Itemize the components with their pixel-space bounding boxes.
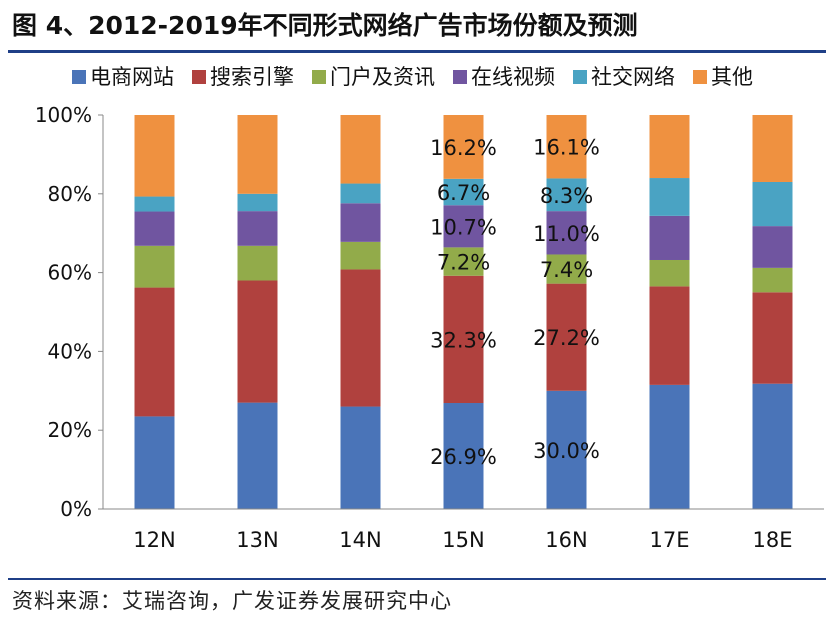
bar-12N-series-0 — [134, 416, 175, 509]
legend-swatch-5 — [693, 70, 707, 84]
bar-15N-series-5 — [443, 115, 484, 179]
data-label-16N-0: 30.0% — [533, 439, 600, 463]
bar-16N-series-0 — [546, 390, 587, 509]
legend-swatch-1 — [192, 70, 206, 84]
y-tick-label-5: 100% — [35, 103, 92, 127]
bar-14N-series-1 — [340, 269, 381, 407]
data-label-16N-5: 16.1% — [533, 136, 600, 160]
chart-legend: 电商网站 搜索引擎 门户及资讯 在线视频 社交网络 其他 — [72, 65, 753, 89]
bar-18E-series-4 — [752, 181, 793, 227]
bar-18E-series-3 — [752, 226, 793, 268]
x-tick-label-3: 15N — [442, 528, 484, 552]
bar-14N-series-3 — [340, 203, 381, 242]
bar-13N-series-5 — [237, 115, 278, 194]
bar-18E-series-0 — [752, 383, 793, 509]
bar-17E-series-2 — [649, 259, 690, 287]
bar-13N-series-4 — [237, 193, 278, 212]
bar-15N-series-4 — [443, 178, 484, 206]
legend-swatch-2 — [312, 70, 326, 84]
data-label-15N-3: 10.7% — [430, 215, 497, 239]
data-label-16N-2: 7.4% — [540, 258, 593, 282]
stacked-bar-chart: 电商网站 搜索引擎 门户及资讯 在线视频 社交网络 其他 0% 20% 40% 60% 80% 10… — [35, 65, 824, 552]
bar-15N-series-2 — [443, 247, 484, 276]
bar-12N-series-5 — [134, 115, 175, 197]
legend-label-4: 社交网络 — [591, 65, 675, 89]
y-tick-label-1: 20% — [48, 418, 92, 442]
bar-14N-series-5 — [340, 115, 381, 184]
legend-label-5: 其他 — [711, 65, 753, 89]
data-labels: 26.9% 32.3% 7.2% 10.7% 6.7% 16.2% 30.0% 27.2% 7.… — [430, 136, 600, 469]
bar-12N-series-3 — [134, 211, 175, 246]
bar-12N-series-1 — [134, 287, 175, 417]
source-note: 资料来源：艾瑞咨询，广发证券发展研究中心 — [12, 589, 452, 613]
legend-swatch-3 — [453, 70, 467, 84]
bar-15N-series-0 — [443, 403, 484, 509]
x-tick-label-2: 14N — [339, 528, 381, 552]
bar-14N-series-2 — [340, 241, 381, 270]
x-tick-label-1: 13N — [236, 528, 278, 552]
bar-13N-series-1 — [237, 280, 278, 403]
y-tick-label-2: 40% — [48, 339, 92, 363]
bar-16N-series-3 — [546, 211, 587, 255]
bars — [134, 115, 793, 509]
legend-swatch-0 — [72, 70, 86, 84]
data-label-15N-4: 6.7% — [437, 181, 490, 205]
y-axis: 0% 20% 40% 60% 80% 100% — [35, 103, 104, 521]
x-tick-label-4: 16N — [545, 528, 587, 552]
y-tick-label-0: 0% — [60, 497, 92, 521]
bar-18E-series-2 — [752, 267, 793, 293]
bar-16N-series-5 — [546, 115, 587, 179]
bar-17E-series-5 — [649, 115, 690, 179]
bar-18E-series-5 — [752, 115, 793, 182]
x-tick-label-5: 17E — [650, 528, 690, 552]
legend-label-1: 搜索引擎 — [210, 65, 294, 89]
legend-label-2: 门户及资讯 — [330, 65, 435, 89]
bar-14N-series-4 — [340, 183, 381, 204]
x-tick-label-6: 18E — [753, 528, 793, 552]
bar-16N-series-4 — [546, 178, 587, 212]
legend-label-0: 电商网站 — [90, 65, 174, 89]
legend-swatch-4 — [573, 70, 587, 84]
bar-16N-series-1 — [546, 283, 587, 391]
bar-13N-series-0 — [237, 402, 278, 509]
bar-17E-series-4 — [649, 178, 690, 216]
bar-15N-series-1 — [443, 275, 484, 404]
data-label-16N-1: 27.2% — [533, 326, 600, 350]
bar-15N-series-3 — [443, 205, 484, 248]
data-label-16N-4: 8.3% — [540, 184, 593, 208]
y-tick-label-4: 80% — [48, 182, 92, 206]
bar-12N-series-4 — [134, 196, 175, 212]
bar-16N-series-2 — [546, 254, 587, 284]
bar-13N-series-3 — [237, 211, 278, 246]
title-divider — [8, 50, 826, 53]
x-axis: 12N 13N 14N 15N 16N 17E 18E — [103, 508, 824, 552]
bar-17E-series-1 — [649, 286, 690, 385]
figure-title: 图 4、2012-2019年不同形式网络广告市场份额及预测 — [12, 11, 638, 40]
y-tick-label-3: 60% — [48, 261, 92, 285]
bar-14N-series-0 — [340, 406, 381, 509]
legend-label-3: 在线视频 — [471, 65, 555, 89]
data-label-16N-3: 11.0% — [533, 222, 600, 246]
bar-12N-series-2 — [134, 245, 175, 288]
x-tick-label-0: 12N — [133, 528, 175, 552]
data-label-15N-0: 26.9% — [430, 445, 497, 469]
source-divider — [8, 578, 826, 580]
bar-17E-series-3 — [649, 215, 690, 260]
data-label-15N-1: 32.3% — [430, 328, 497, 352]
data-label-15N-2: 7.2% — [437, 251, 490, 275]
bar-13N-series-2 — [237, 245, 278, 281]
data-label-15N-5: 16.2% — [430, 136, 497, 160]
bar-17E-series-0 — [649, 384, 690, 509]
bar-18E-series-1 — [752, 292, 793, 384]
